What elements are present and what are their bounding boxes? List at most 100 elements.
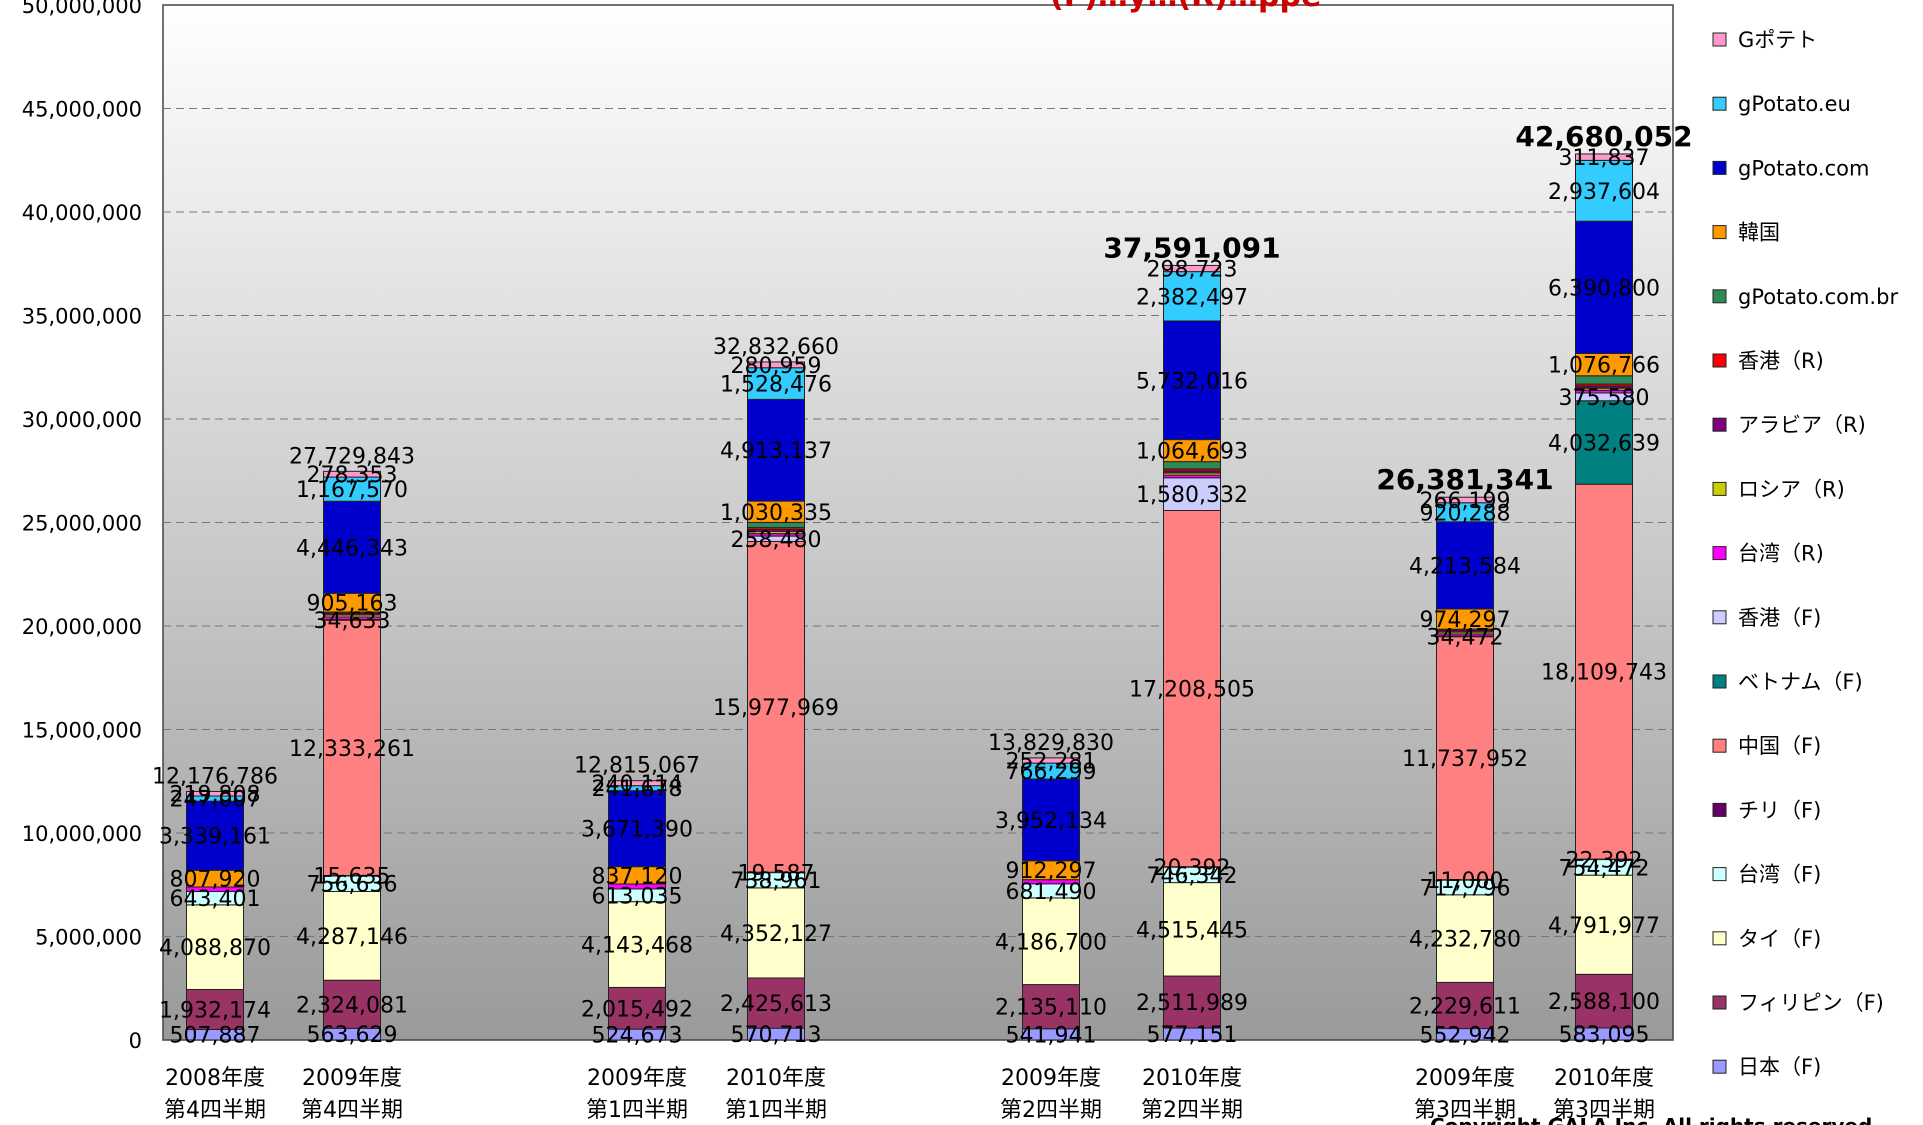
segment-value-label: 1,167,570 (296, 478, 408, 503)
x-category-label-line2: 第3四半期 (1553, 1098, 1655, 1123)
bar-segment (1436, 496, 1494, 504)
segment-value-label: 905,163 (307, 592, 398, 617)
segment-value-label: 4,446,343 (296, 536, 408, 561)
y-tick-label: 50,000,000 (22, 0, 142, 18)
x-category-label-line2: 第1四半期 (586, 1098, 688, 1123)
segment-value-label: 643,401 (170, 887, 261, 912)
legend-label: タイ（F) (1738, 927, 1821, 951)
segment-value-label: 17,208,505 (1129, 678, 1255, 703)
x-category-label-line1: 2010年度 (1142, 1066, 1242, 1091)
segment-value-label: 15,635 (314, 865, 391, 890)
total-value-label: 12,176,786 (152, 764, 278, 789)
segment-value-label: 2,229,611 (1409, 994, 1521, 1019)
x-category-label-line1: 2009年度 (1001, 1066, 1101, 1091)
segment-value-label: 1,580,332 (1136, 483, 1248, 508)
segment-value-label: 4,791,977 (1548, 914, 1660, 939)
bar-segment (608, 901, 666, 988)
y-tick-label: 40,000,000 (22, 201, 142, 225)
x-category-label-line1: 2009年度 (302, 1066, 402, 1091)
bar-segment (1436, 521, 1494, 610)
bar-segment (323, 476, 381, 502)
legend-label: ベトナム（F) (1738, 670, 1863, 694)
total-value-label: 13,829,830 (988, 731, 1114, 756)
bar-segment (747, 977, 805, 1029)
segment-value-label: 4,213,584 (1409, 554, 1521, 579)
segment-value-label: 3,952,134 (995, 809, 1107, 834)
legend-swatch (1712, 738, 1727, 753)
bar-segment (1436, 894, 1494, 983)
segment-value-label: 507,887 (170, 1024, 261, 1049)
y-tick-label: 5,000,000 (35, 926, 142, 950)
segment-value-label: 11,000 (1427, 869, 1504, 894)
segment-value-label: 298,723 (1147, 258, 1238, 283)
segment-value-label: 2,425,613 (720, 992, 832, 1017)
bar-segment (1022, 984, 1080, 1030)
segment-value-label: 4,232,780 (1409, 928, 1521, 953)
y-tick-label: 0 (129, 1029, 142, 1053)
legend-swatch (1712, 674, 1727, 689)
bar-segment (1436, 981, 1494, 1030)
segment-value-label: 19,587 (738, 861, 815, 886)
segment-value-label: 2,588,100 (1548, 990, 1660, 1015)
gridlines (163, 108, 1673, 937)
total-value-label: 42,680,052 (1515, 120, 1692, 153)
bar-segment (608, 780, 666, 787)
legend-label: gPotato.com (1738, 156, 1869, 180)
segment-value-label: 219,808 (170, 783, 261, 808)
segment-value-label: 613,035 (592, 884, 683, 909)
bar-segment (608, 790, 666, 868)
segment-value-label: 4,032,639 (1548, 431, 1660, 456)
x-category-label-line2: 第2四半期 (1141, 1098, 1243, 1123)
segment-value-label: 12,333,261 (289, 737, 415, 762)
y-axis: 0 5,000,000 10,000,000 15,000,000 20,000,000… (22, 0, 142, 1053)
x-category-label-line1: 2009年度 (587, 1066, 687, 1091)
bar-segment (747, 361, 805, 369)
bar-segment (1436, 636, 1494, 881)
segment-value-label: 1,528,476 (720, 373, 832, 398)
segment-value-label: 11,737,952 (1402, 747, 1528, 772)
x-category-label-line2: 第3四半期 (1414, 1098, 1516, 1123)
y-tick-label: 45,000,000 (22, 98, 142, 122)
segment-value-label: 583,095 (1559, 1023, 1650, 1048)
bar-segment (323, 500, 381, 594)
y-tick-label: 25,000,000 (22, 512, 142, 536)
bar-segment (186, 988, 244, 1030)
segment-value-label: 920,288 (1420, 501, 1511, 526)
legend-label: 韓国 (1738, 221, 1780, 245)
x-category-label-line1: 2008年度 (165, 1066, 265, 1091)
segment-value-label: 3,671,390 (581, 818, 693, 843)
y-tick-label: 35,000,000 (22, 305, 142, 329)
legend-label: 台湾（F) (1738, 863, 1821, 887)
bar-segment (323, 470, 381, 478)
segment-value-label: 1,076,766 (1548, 354, 1660, 379)
segment-value-label: 1,030,335 (720, 501, 832, 526)
legend-label: フィリピン（F) (1738, 991, 1884, 1015)
x-category-label-line2: 第1四半期 (725, 1098, 827, 1123)
y-tick-label: 30,000,000 (22, 408, 142, 432)
bar-segment (186, 800, 244, 871)
bar-segment (1163, 320, 1221, 441)
segment-value-label: 766,299 (1006, 760, 1097, 785)
segment-value-label: 18,109,743 (1541, 661, 1667, 686)
segment-value-label: 15,977,969 (713, 696, 839, 721)
copyright-text: Copyright GALA Inc. All rights reserved (1430, 1114, 1872, 1125)
segment-value-label: 266,199 (1420, 489, 1511, 514)
legend-label: チリ（F) (1738, 798, 1821, 822)
segment-value-label: 2,015,492 (581, 997, 693, 1022)
legend-label: アラビア（R) (1738, 413, 1866, 437)
segment-value-label: 746,342 (1147, 864, 1238, 889)
segment-value-label: 4,287,146 (296, 925, 408, 950)
segment-value-label: 2,937,604 (1548, 180, 1660, 205)
segment-value-label: 20,392 (1154, 856, 1231, 881)
segment-value-label: 570,713 (731, 1023, 822, 1048)
bar-segment (1575, 400, 1633, 485)
x-category-label-line1: 2010年度 (726, 1066, 826, 1091)
total-value-label: 12,815,067 (574, 754, 700, 779)
segment-value-label: 4,352,127 (720, 922, 832, 947)
x-category-label-line2: 第2四半期 (1000, 1098, 1102, 1123)
segment-value-label: 6,390,800 (1548, 276, 1660, 301)
segment-value-label: 1,932,174 (159, 998, 271, 1023)
bar-segment (1163, 264, 1221, 273)
